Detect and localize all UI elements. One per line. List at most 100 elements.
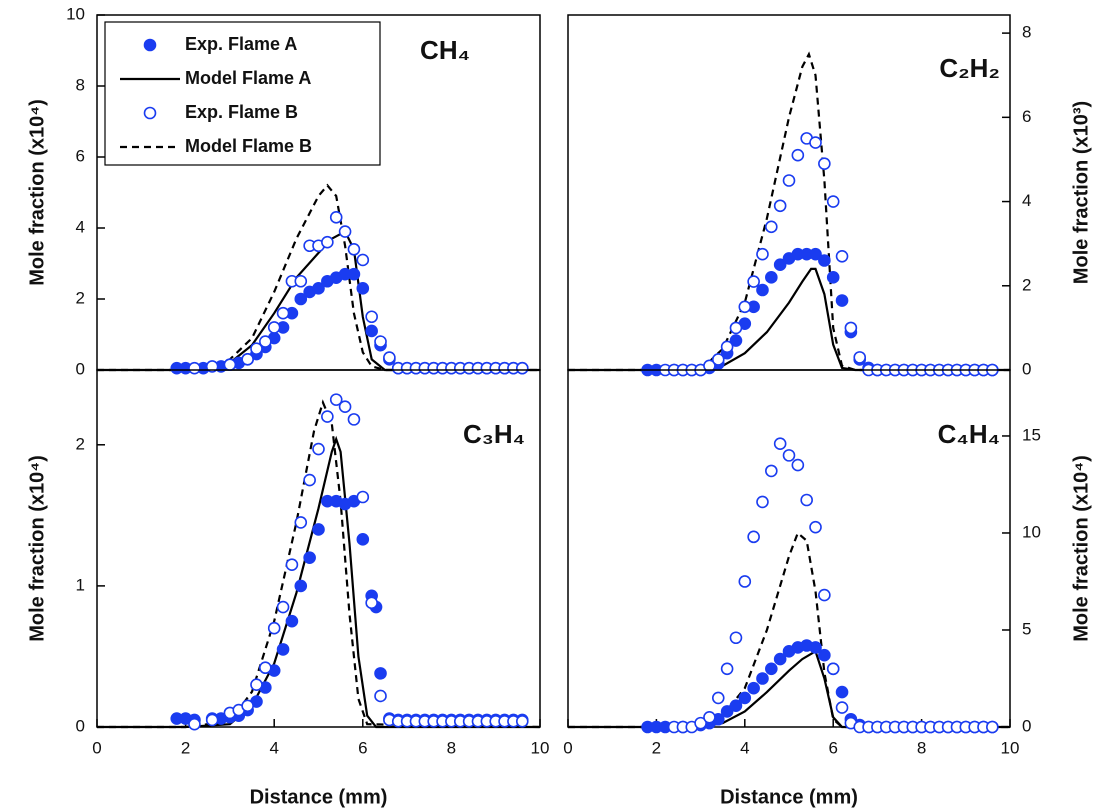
filled-marker <box>347 267 361 281</box>
open-marker <box>729 631 743 645</box>
species-label: C₄H₄ <box>938 419 1000 449</box>
open-marker <box>321 235 334 249</box>
x-tick-label: 8 <box>917 738 926 757</box>
open-marker <box>267 621 281 635</box>
open-marker <box>356 253 370 267</box>
x-tick-label: 8 <box>447 738 456 757</box>
open-marker <box>259 661 272 675</box>
filled-marker <box>809 641 822 654</box>
open-marker <box>294 516 308 529</box>
y-tick-label: 4 <box>76 217 85 236</box>
x-axis-label: Distance (mm) <box>250 786 388 808</box>
filled-marker <box>765 662 778 676</box>
y-tick-label: 0 <box>76 359 85 378</box>
open-marker <box>765 464 778 478</box>
x-tick-label: 2 <box>181 738 190 757</box>
solid-model-line <box>568 267 1010 372</box>
open-marker <box>374 689 387 703</box>
open-marker <box>515 361 529 375</box>
legend-marker <box>143 38 157 52</box>
x-tick-label: 0 <box>563 738 572 757</box>
filled-marker <box>720 705 734 718</box>
x-tick-label: 0 <box>92 738 101 757</box>
open-marker <box>791 148 805 162</box>
open-marker <box>374 335 387 348</box>
y-tick-label: 2 <box>76 434 85 453</box>
open-marker <box>756 495 769 509</box>
species-label: C₃H₄ <box>463 419 525 449</box>
plot-frame <box>567 369 1011 728</box>
x-tick-label: 6 <box>358 738 367 757</box>
filled-marker <box>765 271 778 284</box>
open-marker <box>205 360 219 373</box>
filled-marker <box>285 614 299 628</box>
filled-marker <box>312 523 325 536</box>
open-marker <box>347 243 361 256</box>
y-tick-label: 6 <box>1022 107 1031 126</box>
filled-marker <box>729 334 743 347</box>
open-marker <box>259 335 272 348</box>
open-marker <box>809 136 822 149</box>
filled-marker <box>773 652 787 666</box>
open-marker <box>791 458 805 472</box>
open-marker <box>276 306 290 320</box>
legend-label: Exp. Flame A <box>185 34 297 54</box>
dashed-model-line <box>568 531 1010 729</box>
y-tick-label: 8 <box>1022 23 1031 42</box>
open-marker <box>267 321 281 334</box>
open-marker <box>250 678 263 691</box>
open-marker <box>711 691 725 705</box>
dashed-model-line <box>97 183 540 372</box>
y-axis-label: Mole fraction (x10³) <box>1070 101 1092 284</box>
filled-marker <box>818 254 831 267</box>
filled-marker <box>756 283 769 297</box>
open-marker <box>747 275 760 288</box>
open-marker <box>835 249 849 263</box>
open-marker <box>223 358 237 371</box>
species-label: C₂H₂ <box>939 53 1000 83</box>
open-marker <box>818 157 831 170</box>
legend-label: Exp. Flame B <box>185 102 298 122</box>
filled-marker <box>374 667 387 680</box>
legend-label: Model Flame A <box>185 68 311 88</box>
open-marker <box>756 247 769 261</box>
open-marker <box>338 400 352 413</box>
y-tick-label: 8 <box>76 75 85 94</box>
open-marker <box>818 588 831 602</box>
y-tick-label: 15 <box>1022 425 1041 444</box>
open-marker <box>329 211 343 224</box>
open-marker <box>773 437 787 451</box>
x-tick-label: 4 <box>740 738 749 757</box>
open-marker <box>188 361 201 375</box>
open-marker <box>188 717 201 731</box>
open-marker <box>986 720 999 734</box>
y-tick-label: 0 <box>1022 359 1031 378</box>
open-marker <box>703 359 716 373</box>
filled-marker <box>276 643 290 656</box>
open-marker <box>844 321 858 335</box>
solid-model-line <box>97 435 540 729</box>
solid-model-line <box>568 649 1010 729</box>
filled-marker <box>756 672 769 685</box>
y-tick-label: 2 <box>76 288 85 307</box>
open-marker <box>738 300 752 314</box>
open-marker <box>250 342 263 356</box>
open-marker <box>773 199 787 213</box>
x-tick-label: 10 <box>1001 738 1020 757</box>
y-tick-label: 0 <box>1022 716 1031 735</box>
x-tick-label: 2 <box>652 738 661 757</box>
open-marker <box>782 449 796 462</box>
open-marker <box>738 575 752 588</box>
y-axis-label: Mole fraction (x10⁴) <box>26 99 48 286</box>
open-marker <box>329 393 343 406</box>
plot-frame <box>96 369 541 728</box>
filled-marker <box>294 579 308 593</box>
filled-marker <box>747 681 760 695</box>
x-axis-label: Distance (mm) <box>720 786 858 808</box>
open-marker <box>241 353 254 366</box>
filled-marker <box>312 282 325 295</box>
filled-marker <box>303 551 316 564</box>
open-marker <box>356 490 370 504</box>
open-marker <box>294 274 308 288</box>
open-marker <box>826 195 840 208</box>
